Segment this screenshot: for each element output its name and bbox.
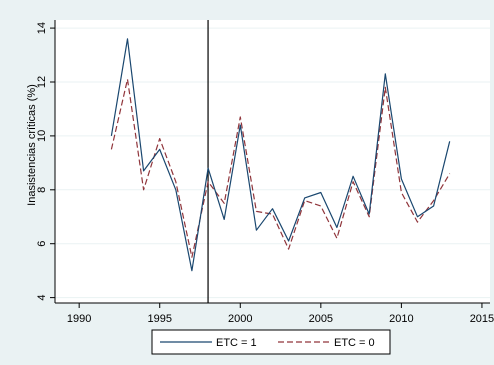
y-tick-label: 12 (36, 76, 48, 88)
series-line-1 (110, 38, 451, 272)
axes: 4 6 8 10 12 14 1990 1995 2000 2005 2010 2015 (36, 20, 494, 325)
x-tick-label: 2010 (389, 313, 413, 325)
y-tick-label: 10 (36, 130, 48, 142)
legend: ETC = 1 ETC = 0 (151, 329, 391, 355)
y-tick-label: 8 (36, 187, 48, 193)
x-tick-label: 1995 (147, 313, 171, 325)
x-tick-label: 1990 (67, 313, 91, 325)
legend-label-2: ETC = 0 (334, 337, 375, 349)
y-tick-label: 4 (36, 295, 48, 301)
y-tick-label: 14 (36, 22, 48, 34)
x-tick-label: 2000 (228, 313, 252, 325)
legend-label-1: ETC = 1 (216, 337, 257, 349)
y-axis-label: Inasistencias críticas (%) (26, 84, 38, 206)
series-group (110, 20, 451, 303)
plot-area (55, 20, 490, 303)
x-tick-label: 2005 (309, 313, 333, 325)
y-tick-label: 6 (36, 241, 48, 247)
x-tick-label: 2015 (470, 313, 494, 325)
